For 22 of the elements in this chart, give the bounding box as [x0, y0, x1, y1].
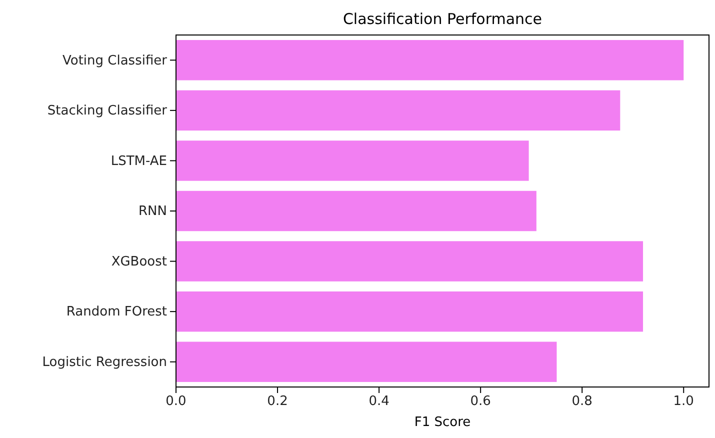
x-axis-title: F1 Score	[414, 415, 471, 430]
bar	[176, 190, 536, 232]
x-tick-label: 1.0	[673, 394, 694, 410]
y-tick-label: Random FOrest	[66, 304, 167, 320]
bar	[176, 291, 644, 332]
y-tick-label: RNN	[138, 204, 167, 220]
y-tick-label: LSTM-AE	[110, 154, 167, 169]
x-tick-label: 0.6	[470, 394, 491, 410]
y-tick-label: XGBoost	[111, 254, 167, 270]
y-tick-label: Voting Classifier	[62, 53, 168, 68]
bar	[176, 140, 529, 181]
x-tick-label: 0.4	[368, 394, 390, 410]
y-tick-label: Logistic Regression	[42, 355, 167, 370]
x-tick-label: 0.0	[166, 394, 186, 410]
x-tick-label: 0.2	[267, 394, 288, 410]
bar	[176, 90, 620, 131]
bar	[176, 241, 644, 282]
bar	[176, 342, 557, 382]
bar	[176, 40, 684, 80]
x-tick-label: 0.8	[572, 394, 592, 410]
y-tick-label: Stacking Classifier	[47, 104, 168, 119]
chart-title: Classification Performance	[342, 10, 542, 28]
